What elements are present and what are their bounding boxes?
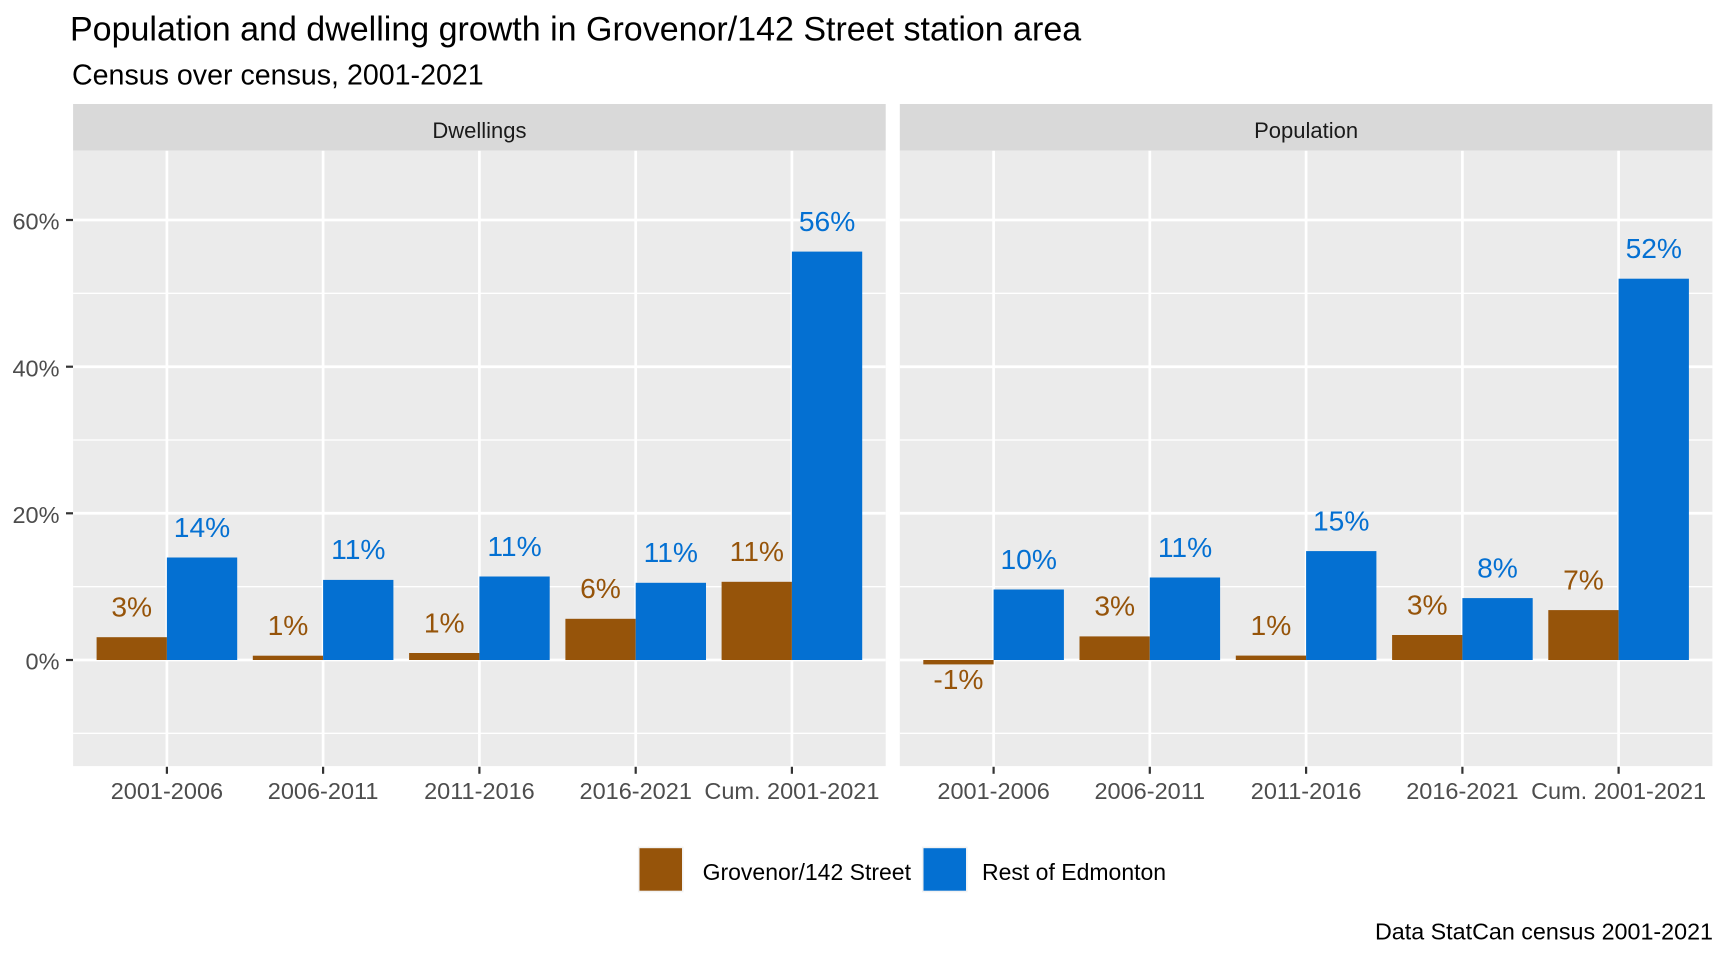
svg-text:3%: 3% [111, 591, 152, 623]
svg-text:52%: 52% [1626, 232, 1682, 264]
svg-text:11%: 11% [487, 530, 541, 562]
svg-text:3%: 3% [1094, 590, 1135, 622]
svg-text:6%: 6% [580, 572, 621, 604]
svg-text:Population and dwelling growth: Population and dwelling growth in Groven… [70, 10, 1081, 48]
svg-text:1%: 1% [424, 606, 465, 638]
svg-text:3%: 3% [1407, 588, 1448, 620]
svg-text:15%: 15% [1313, 504, 1369, 536]
svg-text:2001-2006: 2001-2006 [937, 778, 1049, 804]
svg-text:2001-2006: 2001-2006 [111, 778, 223, 804]
svg-text:Cum. 2001-2021: Cum. 2001-2021 [1531, 778, 1706, 804]
svg-text:-1%: -1% [933, 663, 983, 695]
svg-text:60%: 60% [12, 209, 59, 235]
svg-text:7%: 7% [1563, 563, 1604, 595]
svg-text:2006-2011: 2006-2011 [1094, 778, 1205, 804]
svg-text:2006-2011: 2006-2011 [268, 778, 379, 804]
svg-text:11%: 11% [1158, 531, 1212, 563]
svg-text:11%: 11% [730, 535, 784, 567]
svg-text:Cum. 2001-2021: Cum. 2001-2021 [704, 778, 879, 804]
svg-text:Grovenor/142 Street: Grovenor/142 Street [703, 859, 912, 885]
svg-text:Census over census, 2001-2021: Census over census, 2001-2021 [72, 60, 484, 92]
svg-text:1%: 1% [1251, 609, 1292, 641]
svg-text:1%: 1% [268, 609, 309, 641]
svg-text:8%: 8% [1477, 551, 1518, 583]
svg-text:11%: 11% [644, 536, 698, 568]
svg-text:10%: 10% [1000, 543, 1056, 575]
svg-text:56%: 56% [799, 205, 855, 237]
svg-text:2016-2021: 2016-2021 [1406, 778, 1518, 804]
svg-text:Dwellings: Dwellings [432, 118, 526, 143]
svg-text:14%: 14% [174, 511, 230, 543]
svg-text:40%: 40% [12, 355, 59, 381]
svg-text:11%: 11% [331, 533, 385, 565]
svg-text:2011-2016: 2011-2016 [1251, 778, 1362, 804]
svg-text:Data StatCan census 2001-2021: Data StatCan census 2001-2021 [1375, 919, 1713, 945]
svg-text:20%: 20% [12, 502, 59, 528]
svg-text:Population: Population [1254, 118, 1358, 143]
svg-text:0%: 0% [26, 649, 60, 675]
svg-text:Rest of Edmonton: Rest of Edmonton [982, 859, 1166, 885]
svg-text:2011-2016: 2011-2016 [424, 778, 535, 804]
svg-text:2016-2021: 2016-2021 [580, 778, 692, 804]
